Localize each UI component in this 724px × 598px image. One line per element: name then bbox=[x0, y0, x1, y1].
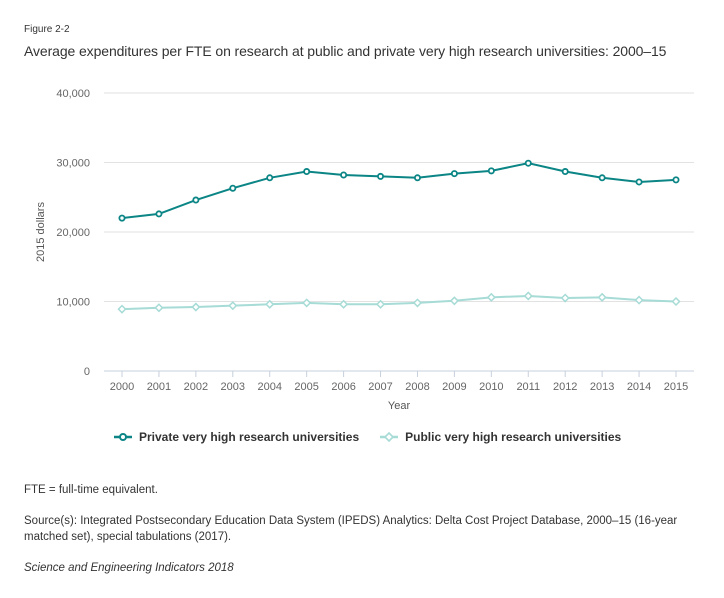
x-tick-label: 2001 bbox=[147, 381, 171, 393]
data-point[interactable] bbox=[229, 184, 237, 192]
x-tick-label: 2013 bbox=[590, 381, 614, 393]
series-line bbox=[121, 162, 677, 220]
x-tick-label: 2005 bbox=[294, 381, 318, 393]
y-tick-label: 40,000 bbox=[56, 88, 90, 100]
x-tick-label: 2011 bbox=[516, 381, 540, 393]
data-point[interactable] bbox=[375, 299, 386, 309]
x-tick-label: 2008 bbox=[405, 381, 429, 393]
gridlines bbox=[104, 92, 694, 302]
data-point[interactable] bbox=[487, 167, 495, 175]
series-private bbox=[118, 159, 680, 222]
data-point[interactable] bbox=[413, 174, 421, 182]
data-point[interactable] bbox=[634, 295, 644, 305]
legend-diamond-marker-icon bbox=[380, 432, 399, 442]
data-point[interactable] bbox=[412, 298, 423, 308]
data-point[interactable] bbox=[672, 176, 680, 184]
y-tick-label: 30,000 bbox=[56, 158, 90, 170]
data-point[interactable] bbox=[191, 302, 201, 312]
series-line bbox=[121, 294, 677, 311]
x-tick-label: 2012 bbox=[553, 381, 577, 393]
x-tick-label: 2009 bbox=[442, 381, 466, 393]
data-point[interactable] bbox=[449, 296, 459, 306]
y-tick-label: 0 bbox=[84, 366, 90, 378]
figure-label: Figure 2-2 bbox=[24, 24, 70, 35]
data-point[interactable] bbox=[561, 168, 569, 176]
data-point[interactable] bbox=[339, 299, 349, 309]
data-point[interactable] bbox=[192, 196, 200, 204]
legend-circle-marker-icon bbox=[114, 433, 132, 441]
x-tick-label: 2002 bbox=[184, 381, 208, 393]
x-tick-label: 2006 bbox=[331, 381, 355, 393]
data-point[interactable] bbox=[598, 174, 606, 182]
data-point[interactable] bbox=[340, 171, 348, 179]
data-point[interactable] bbox=[560, 293, 570, 303]
x-tick-label: 2015 bbox=[664, 381, 688, 393]
y-tick-label: 10,000 bbox=[56, 297, 90, 309]
series-lines bbox=[117, 159, 681, 314]
data-point[interactable] bbox=[524, 159, 532, 167]
data-point[interactable] bbox=[118, 214, 126, 222]
data-point[interactable] bbox=[523, 291, 533, 301]
data-point[interactable] bbox=[303, 168, 311, 176]
x-tick-label: 2007 bbox=[368, 381, 392, 393]
publication-note: Science and Engineering Indicators 2018 bbox=[24, 562, 234, 574]
x-tick-label: 2014 bbox=[627, 381, 651, 393]
data-point[interactable] bbox=[635, 178, 643, 186]
data-point[interactable] bbox=[450, 170, 458, 178]
legend-item-private[interactable]: Private very high research universities bbox=[113, 430, 359, 444]
data-point[interactable] bbox=[154, 303, 164, 313]
series-public bbox=[117, 291, 681, 314]
data-point[interactable] bbox=[266, 174, 274, 182]
abbreviation-note: FTE = full-time equivalent. bbox=[24, 484, 158, 496]
data-point[interactable] bbox=[671, 296, 681, 307]
x-tick-label: 2004 bbox=[257, 381, 281, 393]
data-point[interactable] bbox=[377, 172, 385, 180]
x-tick-label: 2010 bbox=[479, 381, 503, 393]
x-axis-label: Year bbox=[388, 400, 411, 412]
x-tick-label: 2000 bbox=[110, 381, 134, 393]
x-axis bbox=[104, 370, 694, 377]
y-tick-label: 20,000 bbox=[56, 227, 90, 239]
x-tick-label: 2003 bbox=[221, 381, 245, 393]
legend: Private very high research universities … bbox=[113, 430, 621, 444]
chart-title: Average expenditures per FTE on research… bbox=[24, 43, 667, 59]
source-note: Source(s): Integrated Postsecondary Educ… bbox=[24, 515, 678, 543]
y-axis-label: 2015 dollars bbox=[35, 202, 47, 262]
data-point[interactable] bbox=[228, 301, 238, 311]
data-point[interactable] bbox=[597, 292, 607, 302]
legend-label-private: Private very high research universities bbox=[139, 430, 360, 444]
data-point[interactable] bbox=[302, 298, 312, 308]
y-tick-labels: 0 10,000 20,000 30,000 40,000 bbox=[56, 88, 90, 378]
legend-label-public: Public very high research universities bbox=[405, 430, 622, 444]
data-point[interactable] bbox=[117, 304, 127, 314]
data-point[interactable] bbox=[486, 292, 496, 302]
data-point[interactable] bbox=[155, 210, 163, 218]
x-tick-labels: 2000 2001 2002 2003 2004 2005 2006 2007 2008 2009… bbox=[110, 381, 688, 393]
legend-item-public[interactable]: Public very high research universities bbox=[379, 430, 621, 444]
data-point[interactable] bbox=[265, 299, 275, 309]
